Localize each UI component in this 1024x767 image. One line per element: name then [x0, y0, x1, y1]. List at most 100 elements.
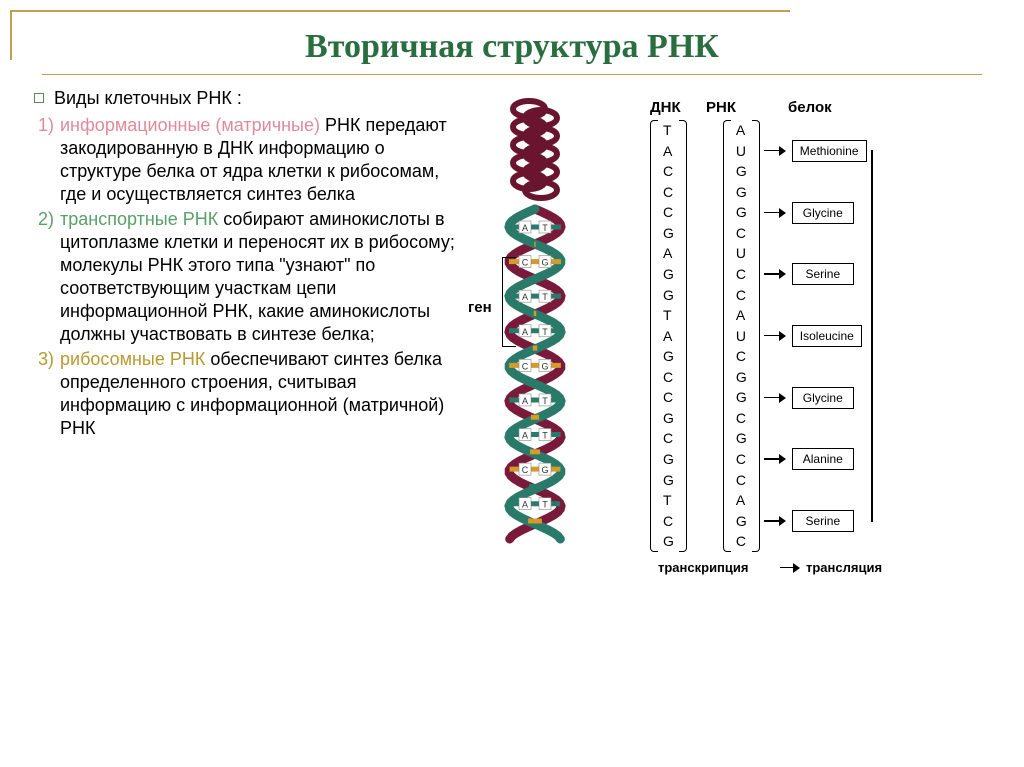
item-body: рибосомные РНК обеспечивают синтез белка… — [60, 348, 460, 440]
header-rna: РНК — [706, 99, 788, 116]
item-number: 3) — [34, 348, 60, 371]
dna-base: A — [660, 243, 677, 264]
dna-base: C — [660, 387, 677, 408]
dna-base: C — [660, 428, 677, 449]
dna-base: A — [660, 141, 677, 162]
rna-column: AUGGGCUCCAUCGGCGCCAGC — [733, 120, 750, 552]
sequence-table: ДНК РНК белок TACCCGAGGTAGCCGCGGTCG AUGG… — [650, 99, 946, 575]
rna-base: C — [733, 531, 750, 552]
arrow-icon — [764, 146, 788, 156]
bottom-process-labels: транскрипция трансляция — [650, 560, 946, 575]
gene-bracket — [502, 257, 516, 347]
rna-base: C — [733, 346, 750, 367]
title-underline — [42, 74, 982, 75]
rna-base: C — [733, 449, 750, 470]
protein-row: Methionine — [764, 120, 867, 182]
gene-label: ген — [468, 299, 492, 316]
rna-base: G — [733, 367, 750, 388]
bracket-right-icon — [752, 120, 760, 552]
arrow-icon — [764, 516, 788, 526]
protein-box: Methionine — [792, 140, 867, 162]
list-item-3: 3) рибосомные РНК обеспечивают синтез бе… — [34, 348, 460, 440]
svg-text:T: T — [542, 327, 548, 337]
svg-text:T: T — [542, 431, 548, 441]
rna-base: C — [733, 223, 750, 244]
rna-base: U — [733, 141, 750, 162]
item-body: транспортные РНК собирают аминокислоты в… — [60, 208, 460, 346]
svg-text:A: A — [522, 292, 528, 302]
arrow-icon — [764, 454, 788, 464]
svg-text:A: A — [522, 500, 528, 510]
protein-row: Serine — [764, 490, 867, 552]
svg-text:C: C — [522, 258, 529, 268]
rna-base: C — [733, 408, 750, 429]
protein-spine — [871, 150, 873, 522]
dna-base: T — [660, 120, 677, 141]
arrow-icon — [764, 269, 788, 279]
rna-base: A — [733, 490, 750, 511]
content-area: Виды клеточных РНК : 1) информационные (… — [0, 87, 1024, 659]
protein-box: Isoleucine — [792, 325, 862, 347]
bracket-right-icon — [679, 120, 687, 552]
diagram-column: ATCGATATCGATATCGAT ген ДНК РНК белок TAC… — [460, 87, 1000, 659]
arrow-icon — [780, 560, 806, 575]
bracket-left-icon — [723, 120, 731, 552]
list-item-2: 2) транспортные РНК собирают аминокислот… — [34, 208, 460, 346]
svg-text:T: T — [542, 396, 548, 406]
dna-base: G — [660, 470, 677, 491]
dna-base: G — [660, 346, 677, 367]
dna-base: C — [660, 367, 677, 388]
item-number: 2) — [34, 208, 60, 231]
rna-base: C — [733, 470, 750, 491]
item-rest: собирают аминокислоты в цитоплазме клетк… — [60, 209, 455, 344]
text-column: Виды клеточных РНК : 1) информационные (… — [34, 87, 460, 659]
intro-text: Виды клеточных РНК : — [54, 87, 242, 110]
svg-text:G: G — [541, 361, 548, 371]
rna-base: G — [733, 202, 750, 223]
arrow-icon — [764, 393, 788, 403]
rna-base: C — [733, 285, 750, 306]
intro-line: Виды клеточных РНК : — [34, 87, 460, 110]
sequence-body: TACCCGAGGTAGCCGCGGTCG AUGGGCUCCAUCGGCGCC… — [650, 120, 946, 552]
rna-base: U — [733, 326, 750, 347]
dna-base: C — [660, 182, 677, 203]
svg-text:A: A — [522, 431, 528, 441]
dna-base: C — [660, 511, 677, 532]
protein-row: Glycine — [764, 367, 867, 429]
protein-box: Serine — [792, 510, 854, 532]
dna-base: G — [660, 449, 677, 470]
dna-base: G — [660, 531, 677, 552]
svg-text:A: A — [522, 327, 528, 337]
svg-text:T: T — [542, 223, 548, 233]
protein-box: Glycine — [792, 202, 854, 224]
rna-base: G — [733, 428, 750, 449]
protein-box: Alanine — [792, 448, 854, 470]
rna-base: C — [733, 264, 750, 285]
dna-base: T — [660, 305, 677, 326]
translation-label: трансляция — [806, 560, 946, 575]
bracket-left-icon — [650, 120, 658, 552]
svg-text:C: C — [522, 361, 529, 371]
transcription-label: транскрипция — [650, 560, 780, 575]
item-body: информационные (матричные) РНК передают … — [60, 114, 460, 206]
dna-base: G — [660, 285, 677, 306]
dna-base: G — [660, 223, 677, 244]
rna-base: G — [733, 387, 750, 408]
arrow-icon — [764, 331, 788, 341]
svg-text:T: T — [542, 292, 548, 302]
list-item-1: 1) информационные (матричные) РНК переда… — [34, 114, 460, 206]
svg-text:A: A — [522, 223, 528, 233]
dna-base: A — [660, 326, 677, 347]
dna-helix-svg: ATCGATATCGATATCGAT — [440, 79, 620, 559]
item-lead: информационные (матричные) — [60, 115, 320, 135]
svg-text:A: A — [522, 396, 528, 406]
decorative-frame-corner — [10, 10, 790, 60]
dna-column: TACCCGAGGTAGCCGCGGTCG — [660, 120, 677, 552]
protein-row: Isoleucine — [764, 305, 867, 367]
svg-text:C: C — [522, 465, 529, 475]
rna-base: A — [733, 120, 750, 141]
header-protein: белок — [788, 99, 898, 116]
dna-base: T — [660, 490, 677, 511]
rna-base: G — [733, 511, 750, 532]
protein-row: Glycine — [764, 182, 867, 244]
